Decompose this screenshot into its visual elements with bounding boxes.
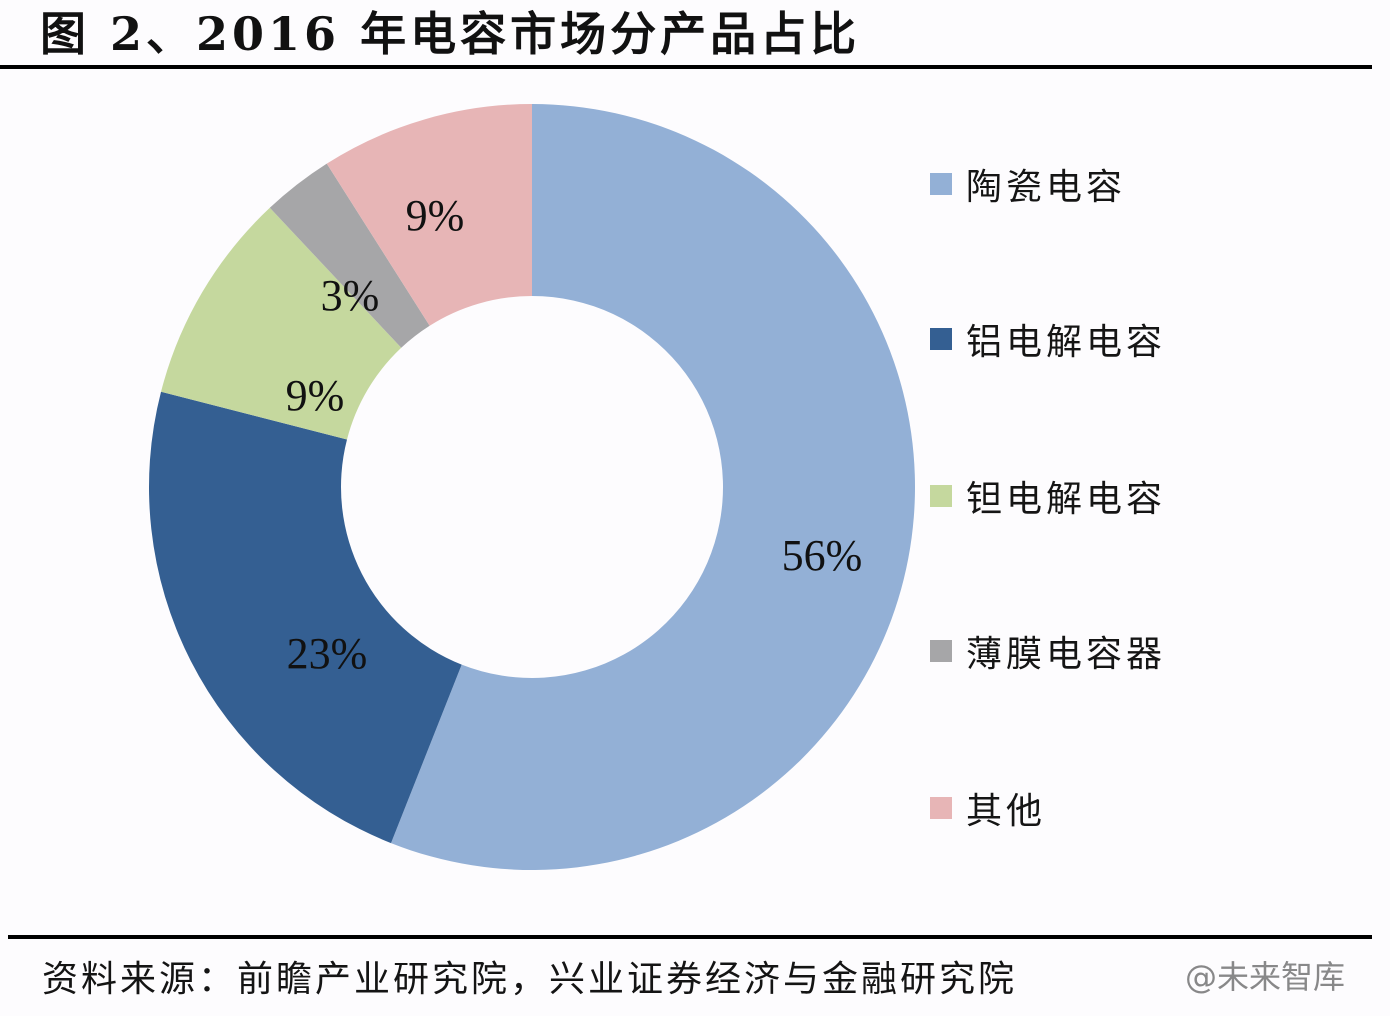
legend-item-other: 其他	[930, 782, 1046, 834]
legend-item-aluminum-electrolytic: 铝电解电容	[930, 313, 1166, 365]
legend-swatch-icon	[930, 640, 952, 662]
slice-film	[269, 163, 430, 348]
legend-label: 其他	[966, 791, 1047, 832]
source-note: 资料来源：前瞻产业研究院，兴业证券经济与金融研究院	[42, 959, 1018, 1000]
bottom-rule	[8, 935, 1372, 939]
slice-label-aluminum-electrolytic: 23%	[287, 629, 368, 678]
legend-item-tantalum-electrolytic: 钽电解电容	[930, 470, 1166, 522]
legend-swatch-icon	[930, 485, 952, 507]
legend-swatch-icon	[930, 328, 952, 350]
slice-other	[326, 104, 532, 326]
donut-slices	[149, 104, 915, 870]
legend-swatch-icon	[930, 173, 952, 195]
watermark: @未来智库	[1185, 958, 1346, 996]
slice-tantalum-electrolytic	[161, 207, 402, 440]
slice-label-ceramic: 56%	[782, 531, 863, 580]
slice-label-other: 9%	[406, 191, 465, 240]
legend-label: 薄膜电容器	[966, 634, 1167, 675]
legend-item-film: 薄膜电容器	[930, 625, 1166, 677]
slice-ceramic	[391, 104, 915, 870]
legend-item-ceramic: 陶瓷电容	[930, 158, 1126, 210]
slice-label-film: 3%	[321, 271, 380, 320]
figure-title: 图 2、2016 年电容市场分产品占比	[40, 7, 861, 61]
slice-labels: 56% 23% 9% 3% 9%	[286, 191, 863, 678]
top-rule	[0, 65, 1372, 69]
legend-label: 钽电解电容	[966, 479, 1167, 520]
legend-label: 陶瓷电容	[966, 167, 1127, 208]
legend-swatch-icon	[930, 797, 952, 819]
slice-label-tantalum-electrolytic: 9%	[286, 371, 345, 420]
legend-label: 铝电解电容	[966, 322, 1167, 363]
slice-aluminum-electrolytic	[149, 391, 462, 844]
